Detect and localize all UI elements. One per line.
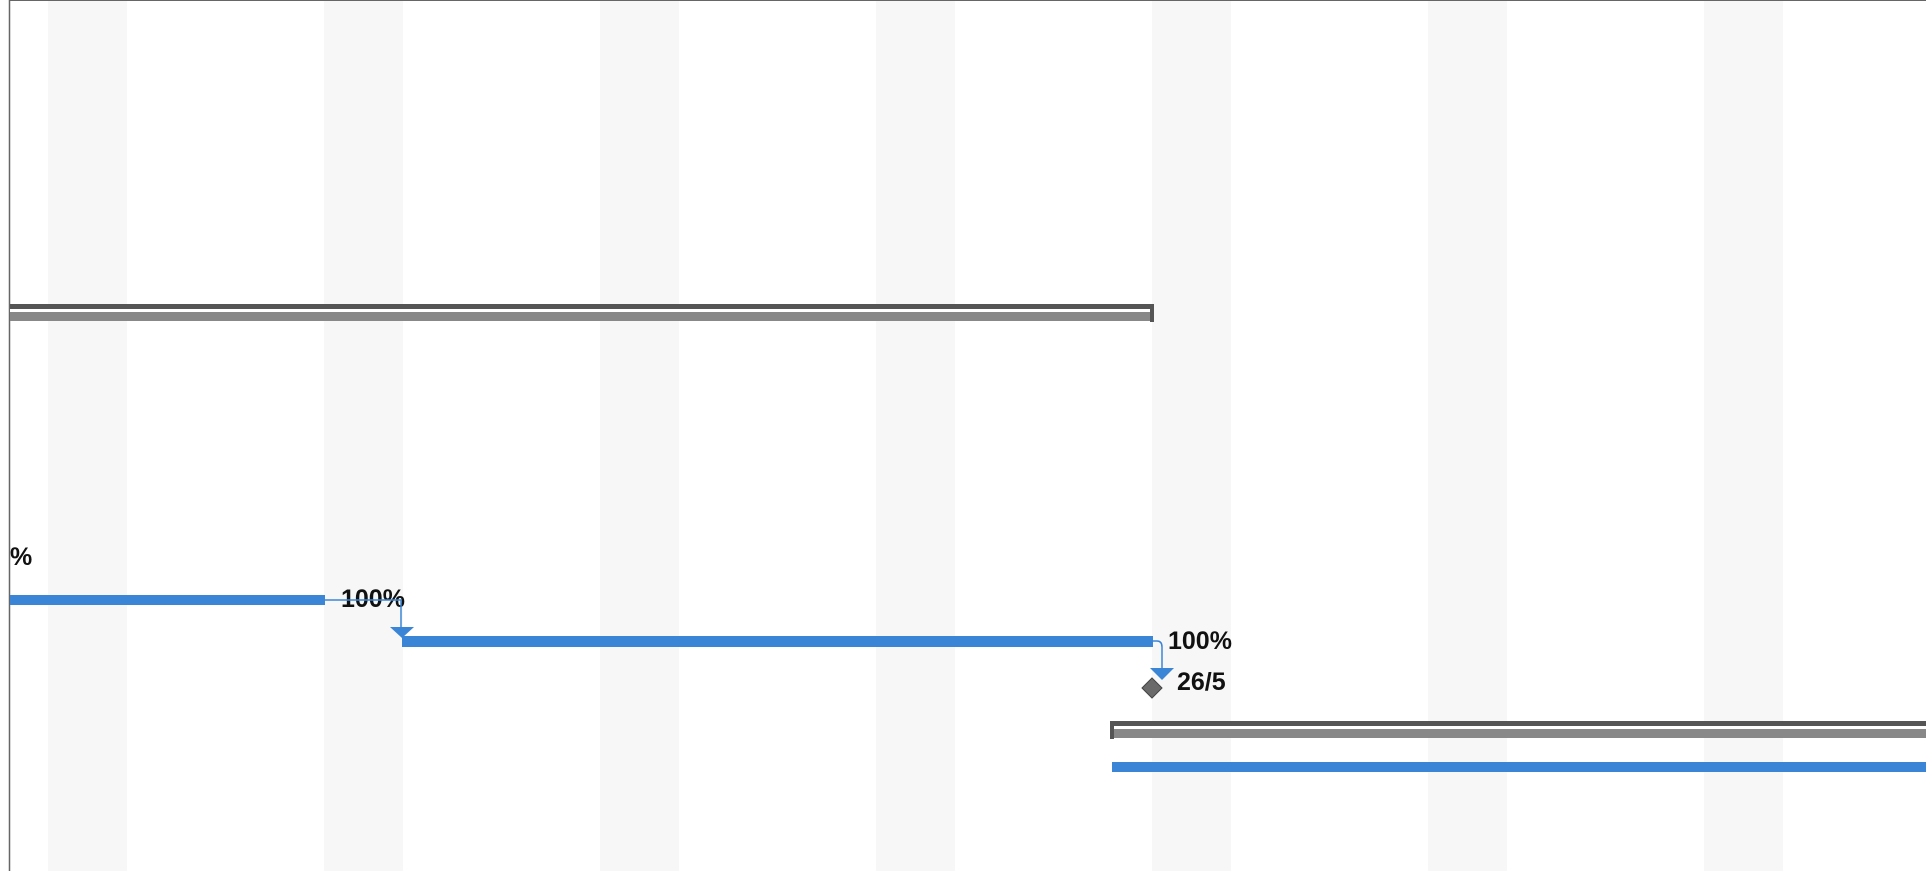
nonworking-column [876,0,955,871]
nonworking-column [324,0,403,871]
task-bar-1-percent-label: 100% [341,585,405,613]
nonworking-column [1428,0,1507,871]
summary-bar-2[interactable] [1110,721,1926,739]
task-bar-2[interactable] [402,636,1153,647]
milestone-date-label: 26/5 [1177,668,1226,696]
nonworking-column [600,0,679,871]
task-bar-3[interactable] [1112,762,1926,772]
task-bar-2-percent-label: 100% [1168,627,1232,655]
task-bar-1[interactable] [10,595,325,605]
milestone-diamond[interactable] [1141,677,1163,699]
nonworking-column [1704,0,1783,871]
summary-bar-start-cap [1110,721,1114,739]
nonworking-column [1152,0,1231,871]
dependency-arrow-1 [325,599,414,638]
summary-bar-end-cap [1150,304,1154,322]
partial-percent-label: % [10,543,32,571]
nonworking-column [48,0,127,871]
dependency-arrow-2 [1150,640,1174,680]
nonworking-day-columns [48,0,1783,871]
summary-bar-1[interactable] [10,304,1154,322]
